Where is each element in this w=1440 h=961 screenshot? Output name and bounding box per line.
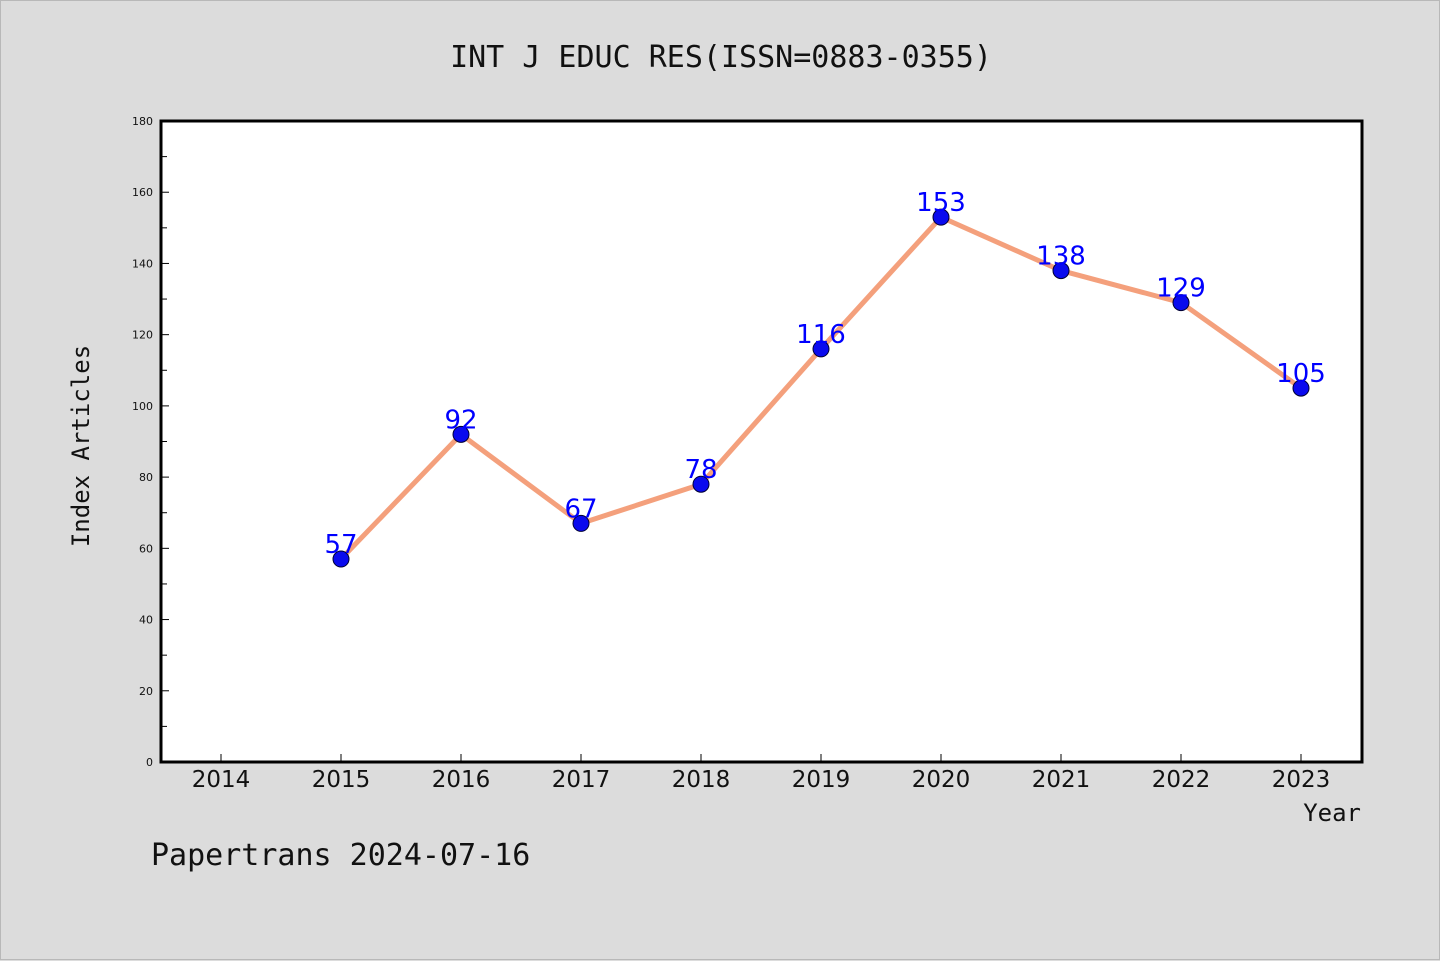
y-tick-label: 100: [132, 400, 153, 413]
data-label: 57: [324, 530, 357, 560]
data-label: 78: [684, 455, 717, 485]
data-point-marker: [692, 475, 710, 493]
x-tick-label: 2023: [1272, 767, 1331, 793]
data-label: 129: [1156, 274, 1206, 304]
data-label: 116: [796, 320, 846, 350]
y-tick-label: 20: [139, 685, 153, 698]
y-tick-label: 60: [139, 542, 153, 555]
plot-area: [159, 119, 1364, 764]
x-axis-label: Year: [1303, 799, 1361, 827]
y-tick-label: 0: [146, 756, 153, 769]
x-tick-label: 2014: [192, 767, 251, 793]
data-label: 138: [1036, 242, 1086, 272]
series-layer: 57 92 67 78 116 153 138 129 105: [324, 188, 1326, 568]
data-point-marker: [332, 550, 350, 568]
y-tick-label: 40: [139, 614, 153, 627]
data-point-marker: [932, 208, 950, 226]
x-tick-label: 2017: [552, 767, 611, 793]
x-tick-label: 2020: [912, 767, 971, 793]
y-axis-label: Index Articles: [67, 345, 95, 547]
data-label: 153: [916, 188, 966, 218]
x-tick-label: 2022: [1152, 767, 1211, 793]
chart-title: INT J EDUC RES(ISSN=0883-0355): [450, 40, 992, 75]
data-point-marker: [452, 425, 470, 443]
y-axis: 0 20 40 60 80 100 120 140 160 180: [132, 115, 169, 769]
data-label: 67: [564, 494, 597, 524]
data-point-marker: [1292, 379, 1310, 397]
data-point-marker: [1052, 262, 1070, 280]
x-tick-label: 2019: [792, 767, 851, 793]
x-tick-label: 2015: [312, 767, 371, 793]
data-point-marker: [812, 340, 830, 358]
data-point-marker: [572, 514, 590, 532]
data-label: 105: [1276, 359, 1326, 389]
x-tick-label: 2021: [1032, 767, 1091, 793]
y-tick-label: 80: [139, 471, 153, 484]
y-tick-label: 160: [132, 186, 153, 199]
x-tick-label: 2016: [432, 767, 491, 793]
y-tick-label: 140: [132, 257, 153, 270]
data-point-marker: [1172, 294, 1190, 312]
footer-caption: Papertrans 2024-07-16: [151, 838, 530, 873]
data-label: 92: [444, 405, 477, 435]
x-axis: 2014 2015 2016 2017 2018 2019 2020 2021 2022 2023: [192, 754, 1331, 793]
y-tick-label: 120: [132, 329, 153, 342]
y-tick-label: 180: [132, 115, 153, 128]
x-tick-label: 2018: [672, 767, 731, 793]
